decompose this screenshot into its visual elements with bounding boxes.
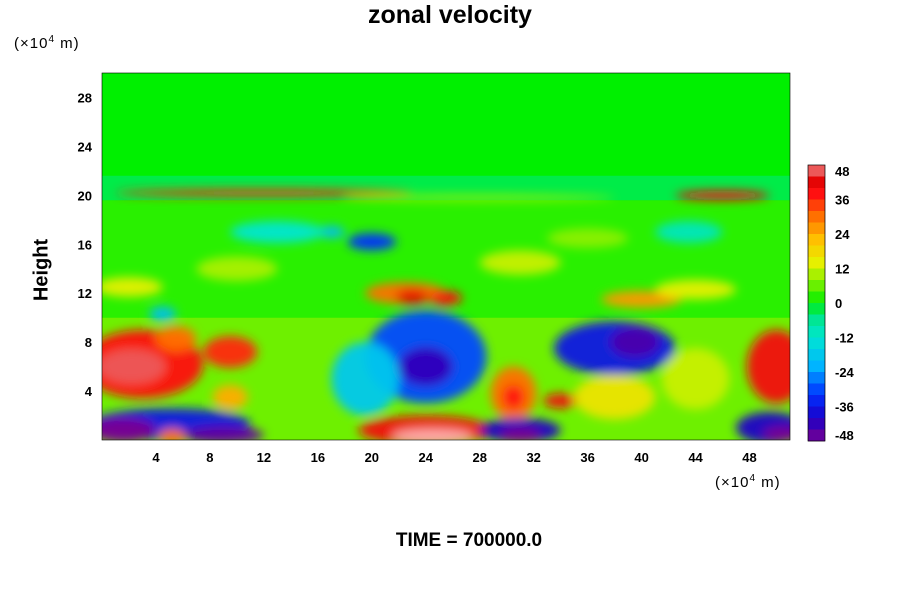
colorbar-band bbox=[808, 257, 825, 269]
colorbar-band bbox=[808, 326, 825, 338]
colorbar-frame bbox=[807, 164, 826, 442]
plot-frame bbox=[101, 72, 791, 441]
velocity-region bbox=[499, 427, 541, 440]
x-tick-label: 20 bbox=[365, 450, 379, 465]
colorbar-band bbox=[808, 268, 825, 281]
colorbar-band bbox=[808, 360, 825, 373]
x-tick-label: 32 bbox=[526, 450, 540, 465]
y-tick-label: 28 bbox=[78, 90, 92, 105]
colorbar-band bbox=[808, 395, 825, 407]
colorbar-tick-label: -12 bbox=[835, 331, 854, 346]
x-tick-label: 40 bbox=[634, 450, 648, 465]
velocity-regions bbox=[102, 189, 790, 440]
x-tick-label: 36 bbox=[580, 450, 594, 465]
colorbar-band bbox=[808, 429, 825, 442]
velocity-field bbox=[102, 73, 790, 440]
colorbar-band bbox=[808, 280, 825, 292]
colorbar-band bbox=[808, 291, 825, 304]
colorbar-band bbox=[808, 349, 825, 361]
velocity-region bbox=[196, 256, 278, 281]
x-tick-label: 8 bbox=[206, 450, 213, 465]
velocity-region bbox=[661, 348, 730, 410]
x-tick-label: 4 bbox=[152, 450, 160, 465]
colorbar-tick-label: -48 bbox=[835, 428, 854, 443]
colorbar-band bbox=[808, 337, 825, 350]
x-tick-label: 48 bbox=[742, 450, 756, 465]
velocity-region bbox=[102, 349, 166, 384]
colorbar-tick-label: 48 bbox=[835, 164, 849, 179]
velocity-region bbox=[203, 336, 258, 368]
colorbar: 48 36 24 12 0 -12 -24 -36 -48 bbox=[807, 164, 855, 443]
velocity-region bbox=[610, 327, 660, 357]
velocity-region bbox=[102, 417, 156, 440]
velocity-region bbox=[331, 342, 399, 416]
velocity-region bbox=[502, 384, 525, 410]
colorbar-tick-label: -36 bbox=[835, 400, 854, 415]
x-tick-label: 28 bbox=[472, 450, 486, 465]
colorbar-band bbox=[808, 383, 825, 396]
velocity-region bbox=[155, 326, 197, 351]
y-axis-label: Height bbox=[30, 238, 53, 302]
colorbar-band bbox=[808, 372, 825, 384]
colorbar-band bbox=[808, 211, 825, 223]
y-tick-label: 4 bbox=[85, 384, 93, 399]
x-tick-label: 24 bbox=[419, 450, 434, 465]
colorbar-tick-label: 0 bbox=[835, 296, 842, 311]
plot-area bbox=[102, 73, 790, 440]
velocity-region bbox=[392, 428, 473, 440]
y-axis-unit: (×104 m) bbox=[14, 34, 80, 52]
x-tick-label: 44 bbox=[688, 450, 703, 465]
x-axis-unit: (×104 m) bbox=[715, 473, 781, 491]
y-tick-label: 20 bbox=[78, 188, 92, 203]
velocity-region bbox=[655, 279, 737, 300]
velocity-region bbox=[574, 375, 656, 420]
velocity-region bbox=[102, 277, 163, 297]
colorbar-band bbox=[808, 222, 825, 235]
colorbar-band bbox=[808, 165, 825, 177]
velocity-region bbox=[763, 426, 790, 440]
velocity-region bbox=[344, 194, 615, 202]
velocity-region bbox=[543, 393, 579, 409]
velocity-region bbox=[230, 221, 325, 244]
colorbar-band bbox=[808, 303, 825, 315]
velocity-region bbox=[347, 233, 397, 251]
colorbar-band bbox=[808, 314, 825, 327]
colorbar-band bbox=[808, 176, 825, 189]
y-tick-label: 24 bbox=[78, 139, 93, 154]
velocity-region bbox=[547, 228, 629, 248]
colorbar-band bbox=[808, 245, 825, 258]
velocity-region bbox=[398, 347, 453, 387]
colorbar-band bbox=[808, 418, 825, 430]
velocity-region bbox=[317, 225, 345, 239]
x-tick-label: 16 bbox=[311, 450, 325, 465]
colorbar-tick-label: 12 bbox=[835, 262, 849, 277]
velocity-region bbox=[429, 290, 463, 306]
colorbar-band bbox=[808, 234, 825, 246]
y-tick-label: 16 bbox=[78, 237, 92, 252]
velocity-region bbox=[675, 190, 770, 201]
velocity-region bbox=[149, 306, 177, 322]
velocity-region bbox=[601, 290, 683, 308]
y-tick-label: 12 bbox=[78, 286, 92, 301]
time-footer: TIME = 700000.0 bbox=[395, 530, 543, 551]
velocity-region bbox=[746, 329, 790, 404]
colorbar-band bbox=[808, 199, 825, 212]
velocity-region bbox=[655, 221, 723, 244]
colorbar-tick-label: 36 bbox=[835, 193, 849, 208]
velocity-region bbox=[479, 250, 561, 275]
x-tick-label: 12 bbox=[257, 450, 271, 465]
velocity-region bbox=[115, 189, 413, 197]
velocity-region bbox=[212, 384, 248, 410]
velocity-region bbox=[396, 289, 429, 305]
velocity-region bbox=[182, 426, 264, 440]
colorbar-band bbox=[808, 188, 825, 200]
colorbar-tick-label: 24 bbox=[835, 227, 850, 242]
y-tick-label: 8 bbox=[85, 335, 92, 350]
chart-title: zonal velocity bbox=[368, 1, 532, 29]
colorbar-band bbox=[808, 406, 825, 419]
colorbar-tick-label: -24 bbox=[835, 365, 855, 380]
velocity-region bbox=[158, 428, 186, 440]
